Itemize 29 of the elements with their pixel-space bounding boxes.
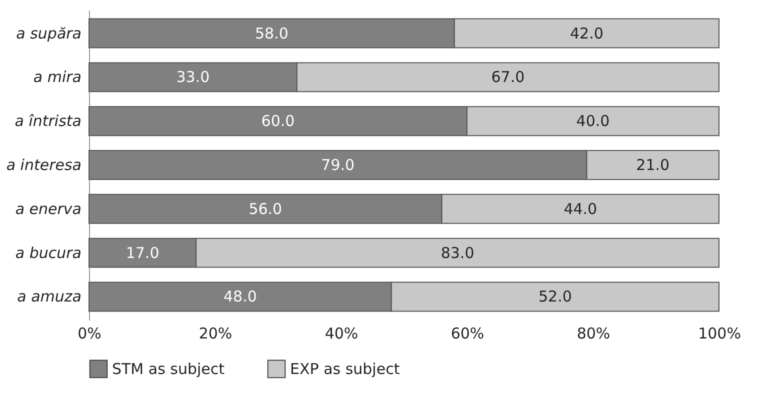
- y-tick-label: a interesa: [6, 156, 82, 174]
- data-label: 83.0: [440, 244, 474, 262]
- x-tick-label: 100%: [698, 324, 741, 342]
- legend-label: EXP as subject: [290, 360, 400, 378]
- y-tick-label: a mira: [33, 68, 82, 86]
- x-tick-label: 20%: [198, 324, 232, 342]
- data-label: 21.0: [636, 156, 670, 174]
- data-label: 33.0: [176, 68, 210, 86]
- x-tick-label: 60%: [450, 324, 484, 342]
- legend-label: STM as subject: [112, 360, 225, 378]
- data-label: 17.0: [126, 244, 160, 262]
- y-tick-label: a bucura: [15, 244, 82, 262]
- y-tick-label: a întrista: [14, 112, 82, 130]
- data-label: 42.0: [570, 24, 604, 42]
- data-label: 52.0: [538, 288, 572, 306]
- x-tick-label: 40%: [324, 324, 358, 342]
- data-label: 67.0: [491, 68, 525, 86]
- data-label: 58.0: [254, 24, 288, 42]
- y-tick-label: a amuza: [17, 288, 82, 306]
- y-tick-label: a supăra: [16, 24, 82, 42]
- data-label: 48.0: [223, 288, 257, 306]
- data-label: 79.0: [321, 156, 355, 174]
- data-label: 40.0: [576, 112, 610, 130]
- x-tick-label: 0%: [78, 324, 102, 342]
- data-label: 44.0: [564, 200, 598, 218]
- y-tick-label: a enerva: [15, 200, 82, 218]
- x-tick-label: 80%: [576, 324, 610, 342]
- data-label: 56.0: [248, 200, 282, 218]
- data-label: 60.0: [261, 112, 295, 130]
